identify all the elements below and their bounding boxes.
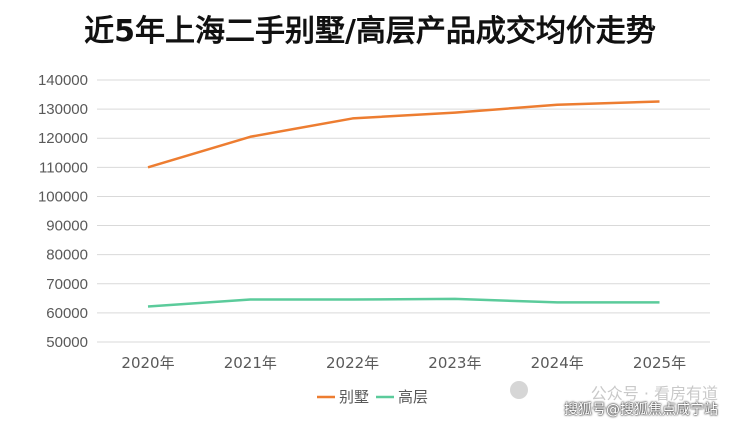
- y-tick-label: 60000: [46, 305, 88, 322]
- x-tick-label: 2025年: [633, 354, 686, 372]
- y-tick-label: 70000: [46, 276, 88, 293]
- x-tick-label: 2020年: [121, 354, 174, 372]
- x-tick-label: 2021年: [224, 354, 277, 372]
- y-tick-label: 130000: [38, 101, 88, 118]
- x-tick-label: 2022年: [326, 354, 379, 372]
- y-tick-label: 90000: [46, 218, 88, 235]
- y-tick-label: 80000: [46, 247, 88, 264]
- chart-title: 近5年上海二手别墅/高层产品成交均价走势: [84, 14, 656, 49]
- y-tick-label: 110000: [39, 159, 88, 176]
- series-lines: [147, 100, 660, 308]
- x-tick-label: 2023年: [428, 354, 481, 372]
- series-line-别墅: [147, 100, 660, 169]
- watermark-sohu-account: 搜狐号@搜狐焦点咸宁站: [564, 402, 718, 418]
- series-line-高层: [147, 297, 660, 308]
- x-axis-ticks: 2020年 2021年 2022年 2023年 2024年 2025年: [121, 354, 686, 372]
- wechat-icon: [510, 381, 528, 399]
- y-tick-label: 100000: [38, 188, 88, 205]
- legend: 别墅 高层: [317, 388, 428, 406]
- watermark-wechat-account: 公众号 · 看房有道: [590, 384, 718, 403]
- legend-label: 别墅: [339, 388, 369, 406]
- y-tick-label: 50000: [46, 334, 88, 351]
- y-axis-ticks: 50000 60000 70000 80000 90000 100000 110000 120…: [38, 72, 88, 351]
- watermark: 公众号 · 看房有道 搜狐号@搜狐焦点咸宁站: [488, 378, 718, 422]
- gridlines: [97, 79, 710, 343]
- y-tick-label: 120000: [38, 130, 88, 147]
- y-tick-label: 140000: [38, 72, 88, 89]
- legend-label: 高层: [398, 388, 428, 406]
- x-tick-label: 2024年: [531, 354, 584, 372]
